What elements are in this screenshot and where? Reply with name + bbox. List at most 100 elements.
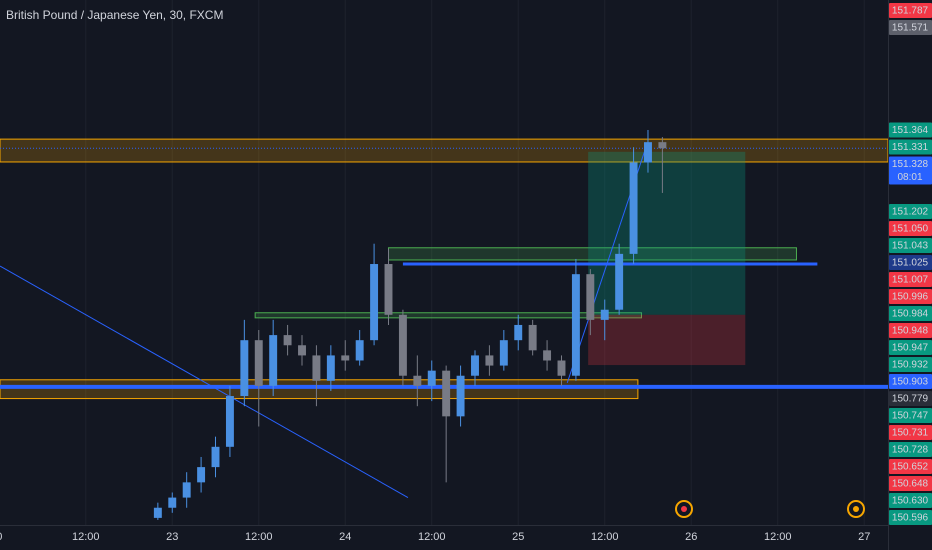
candle-body bbox=[355, 340, 364, 361]
price-badge bbox=[889, 357, 932, 372]
price-badge-label: 150.903 bbox=[892, 377, 929, 388]
candle-body bbox=[370, 264, 379, 341]
candle-body bbox=[384, 264, 393, 315]
x-tick-label: 12:00 bbox=[591, 531, 619, 543]
x-tick-label: 26 bbox=[685, 531, 697, 543]
price-badge-label: 150.731 bbox=[892, 428, 929, 439]
price-badge-label: 151.787 bbox=[892, 6, 929, 17]
candle-body bbox=[615, 253, 624, 310]
candle-body bbox=[211, 446, 220, 468]
countdown: 08:01 bbox=[897, 172, 922, 183]
x-tick-label: 12:00 bbox=[245, 531, 273, 543]
zone bbox=[254, 312, 642, 319]
price-badge-label: 151.331 bbox=[892, 142, 929, 153]
candle-body bbox=[153, 507, 162, 518]
price-badge-label: 151.007 bbox=[892, 275, 929, 286]
x-tick-label: 24 bbox=[339, 531, 351, 543]
price-badge-label: 150.747 bbox=[892, 411, 929, 422]
candle-body bbox=[312, 355, 321, 381]
price-badge-label: 151.328 bbox=[892, 159, 929, 170]
price-badge bbox=[889, 408, 932, 423]
price-badge bbox=[889, 289, 932, 304]
candle-body bbox=[557, 360, 566, 376]
candle-body bbox=[398, 314, 407, 376]
price-badge-label: 151.364 bbox=[892, 125, 929, 136]
price-badge-label: 150.728 bbox=[892, 445, 929, 456]
price-badge bbox=[889, 20, 932, 35]
candle-body bbox=[499, 340, 508, 366]
price-badge bbox=[889, 255, 932, 270]
candle-body bbox=[413, 375, 422, 386]
zone bbox=[0, 379, 639, 400]
price-badge-label: 151.043 bbox=[892, 241, 929, 252]
candle-body bbox=[586, 274, 595, 320]
candle-body bbox=[471, 355, 479, 376]
candle-body bbox=[341, 355, 350, 361]
price-badge-label: 150.947 bbox=[892, 343, 929, 354]
price-badge-label: 151.025 bbox=[892, 258, 929, 269]
candle-body bbox=[600, 309, 609, 320]
price-badge-label: 150.648 bbox=[892, 479, 929, 490]
candle-body bbox=[485, 355, 494, 366]
price-badge-label: 150.630 bbox=[892, 496, 929, 507]
candle-body bbox=[197, 467, 206, 483]
candle-body bbox=[168, 497, 177, 508]
price-badge-label: 151.202 bbox=[892, 207, 929, 218]
price-badge-label: 150.996 bbox=[892, 292, 929, 303]
price-badge bbox=[889, 374, 932, 389]
price-badge-label: 150.779 bbox=[892, 394, 929, 405]
candle-body bbox=[514, 324, 523, 341]
candle-body bbox=[182, 482, 191, 498]
candle-body bbox=[543, 350, 552, 361]
price-badge bbox=[889, 139, 932, 155]
candle-body bbox=[427, 370, 436, 386]
x-tick-label: 0 bbox=[0, 531, 2, 543]
event-icon-dot bbox=[681, 506, 687, 512]
candle-body bbox=[658, 142, 667, 149]
candle-body bbox=[298, 345, 306, 356]
candle-body bbox=[254, 340, 263, 386]
loss-zone bbox=[588, 314, 746, 366]
price-badge bbox=[889, 272, 932, 287]
zone bbox=[0, 138, 889, 163]
x-tick-label: 12:00 bbox=[72, 531, 100, 543]
price-badge bbox=[889, 391, 932, 406]
candle-body bbox=[528, 324, 537, 351]
price-badge bbox=[889, 238, 932, 253]
drawn-line bbox=[0, 265, 409, 499]
price-badge-label: 151.050 bbox=[892, 224, 929, 235]
candle-body bbox=[644, 142, 652, 163]
candle-body bbox=[629, 162, 638, 254]
price-badge bbox=[889, 221, 932, 236]
price-badge bbox=[889, 156, 932, 185]
candle-body bbox=[240, 340, 249, 397]
candle-body bbox=[571, 274, 580, 376]
candle-body bbox=[456, 375, 465, 417]
price-badge bbox=[889, 493, 932, 508]
price-badge bbox=[889, 459, 932, 474]
price-badge-label: 150.932 bbox=[892, 360, 929, 371]
candle-body bbox=[269, 335, 278, 386]
price-badge bbox=[889, 122, 932, 138]
price-badge bbox=[889, 204, 932, 219]
price-badge bbox=[889, 306, 932, 321]
x-tick-label: 12:00 bbox=[418, 531, 446, 543]
profit-zone bbox=[588, 151, 746, 315]
x-tick-label: 23 bbox=[166, 531, 178, 543]
chart-title: British Pound / Japanese Yen, 30, FXCM bbox=[6, 8, 223, 22]
price-badge bbox=[889, 476, 932, 491]
candle-body bbox=[225, 396, 234, 447]
x-tick-label: 27 bbox=[858, 531, 870, 543]
price-badge-label: 150.652 bbox=[892, 462, 929, 473]
price-badge-label: 151.571 bbox=[892, 23, 929, 34]
price-badge bbox=[889, 425, 932, 440]
event-icon-dot bbox=[853, 506, 859, 512]
price-badge-label: 150.984 bbox=[892, 309, 929, 320]
price-badge bbox=[889, 3, 932, 18]
candle-body bbox=[442, 370, 451, 417]
candle-body bbox=[326, 355, 335, 381]
price-badge-label: 150.596 bbox=[892, 513, 929, 524]
candle-body bbox=[283, 335, 292, 346]
